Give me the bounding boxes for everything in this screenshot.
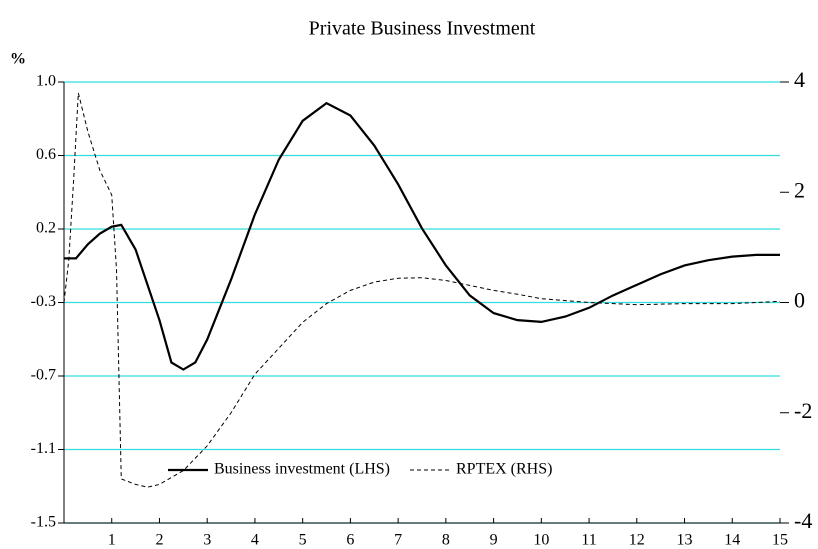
y2-tick-label: 2 [794, 177, 805, 202]
y2-tick-label: 0 [794, 288, 805, 313]
y-tick-label: -0.3 [31, 293, 56, 310]
series-line [63, 92, 781, 488]
series-line [64, 101, 780, 371]
x-tick-label: 9 [490, 532, 498, 549]
x-tick-label: 7 [394, 532, 402, 549]
legend-label: RPTEX (RHS) [456, 461, 552, 478]
chart-title: Private Business Investment [309, 18, 536, 40]
x-tick-label: 11 [581, 532, 596, 549]
legend-label: Business investment (LHS) [214, 461, 390, 478]
y2-tick-label: -2 [794, 398, 812, 423]
y2-tick-label: -4 [794, 508, 812, 533]
x-tick-label: 8 [442, 532, 450, 549]
y-tick-label: -1.5 [31, 514, 56, 531]
y-tick-label: 0.2 [36, 220, 56, 237]
y-axis-label: % [10, 51, 26, 68]
x-tick-label: 6 [346, 532, 354, 549]
y-tick-label: -0.7 [31, 367, 56, 384]
x-tick-label: 1 [108, 532, 116, 549]
y-tick-label: 0.6 [36, 146, 56, 163]
x-tick-label: 15 [772, 532, 788, 549]
x-tick-label: 14 [724, 532, 740, 549]
y2-tick-label: 4 [794, 67, 805, 92]
x-tick-label: 13 [677, 532, 693, 549]
x-tick-label: 4 [251, 532, 259, 549]
y-tick-label: 1.0 [36, 73, 56, 90]
x-tick-label: 5 [299, 532, 307, 549]
y-tick-label: -1.1 [31, 440, 56, 457]
x-tick-label: 3 [203, 532, 211, 549]
x-tick-label: 12 [629, 532, 645, 549]
x-tick-label: 2 [155, 532, 163, 549]
x-tick-label: 10 [533, 532, 549, 549]
